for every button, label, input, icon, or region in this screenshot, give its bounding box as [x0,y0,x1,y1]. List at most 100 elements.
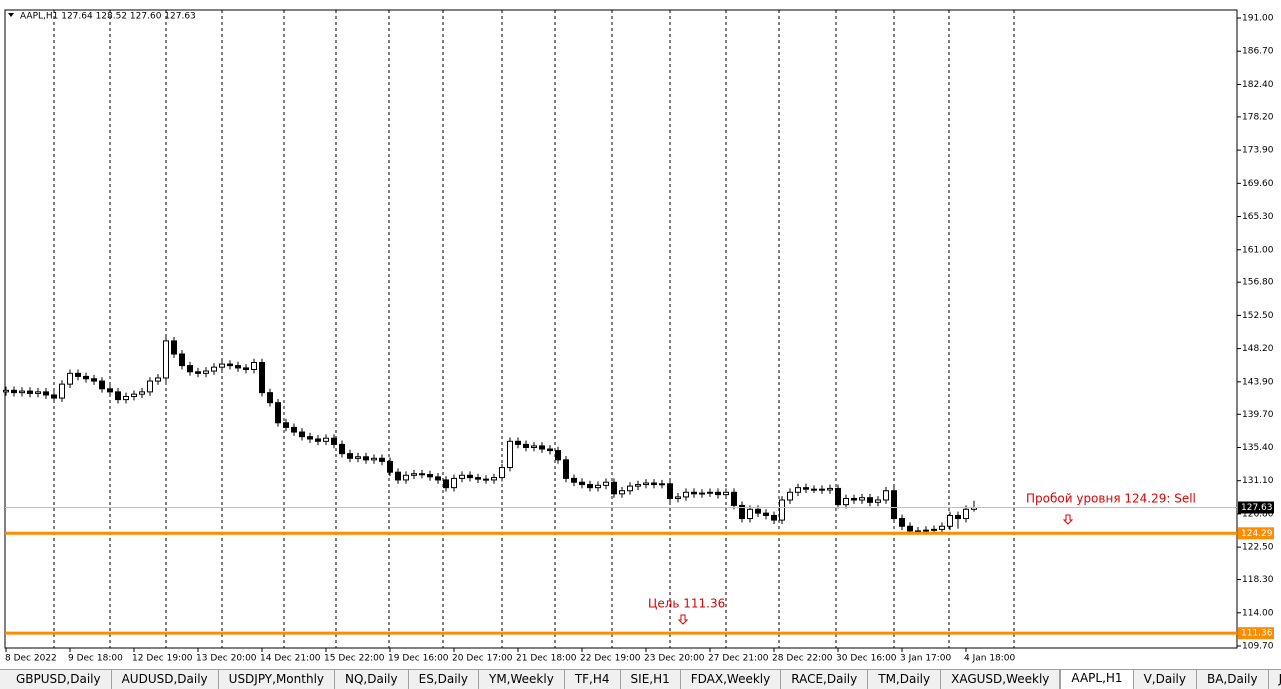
candle-body [51,394,57,399]
x-tick-label: 30 Dec 16:00 [836,654,897,664]
candle-body [747,508,753,520]
y-tick-label: 152.50 [1242,311,1274,321]
candle-body [523,443,529,448]
x-tick-label: 23 Dec 20:00 [644,654,705,664]
candle-body [19,390,25,394]
level-box [1238,627,1274,640]
x-tick-label: 14 Dec 21:00 [260,654,321,664]
candle-body [555,450,561,461]
candle-body [795,487,801,493]
candle-body [67,372,73,385]
candle-body [283,422,289,428]
candle-body [947,514,953,527]
candle-body [587,484,593,489]
candle-body [355,456,361,459]
annotation-arrow [677,614,689,625]
candle-body [267,392,273,404]
tab[interactable]: RACE,Daily [781,670,869,689]
candle-body [323,437,329,442]
tab[interactable]: USDJPY,Monthly [219,670,335,689]
candle-body [667,483,673,499]
candle-body [763,512,769,516]
tab[interactable]: V,Daily [1134,670,1197,689]
level-label: 124.29 [1241,529,1273,539]
candle-body [851,497,857,501]
candle-body [291,426,297,433]
candle-body [403,474,409,481]
candle-body [955,514,961,520]
candle-body [683,491,689,498]
candle-body [475,477,481,480]
tab[interactable]: TM,Daily [868,670,942,689]
tab[interactable]: JNJ,Daily [1269,670,1281,689]
candle-body [419,473,425,476]
tab[interactable]: TF,H4 [565,670,621,689]
candle-body [155,377,161,382]
y-tick-label: 143.90 [1242,377,1274,387]
candle-body [627,485,633,492]
candle-body [819,488,825,491]
candle-body [731,491,737,506]
tab[interactable]: GBPUSD,Daily [6,670,112,689]
candle-body [411,473,417,476]
level-label: 111.36 [1241,629,1273,639]
candle-body [531,445,537,448]
candle-body [331,437,337,445]
candle-body [3,389,9,393]
candle-body [395,471,401,481]
candle-body [659,483,665,486]
annotation: Цель 111.36 [648,597,725,611]
candle-body [691,491,697,495]
y-tick-label: 109.70 [1242,641,1274,651]
candle-body [611,481,617,495]
candle-body [123,396,129,401]
tab[interactable]: AUDUSD,Daily [112,670,219,689]
last-price-label: 127.63 [1241,503,1273,513]
candle-body [715,491,721,496]
tab[interactable]: AAPL,H1 [1060,670,1134,689]
candle-body [363,456,369,461]
candle-body [203,370,209,374]
y-tick-label: 169.60 [1242,179,1274,189]
y-tick-label: 191.00 [1242,14,1274,24]
candle-body [939,525,945,530]
y-tick-label: 139.70 [1242,410,1274,420]
y-tick-label: 173.90 [1242,146,1274,156]
candle-body [859,497,865,501]
tab[interactable]: SIE,H1 [621,670,681,689]
chart: AAPL,H1 127.64 128.52 127.60 127.63 191.… [3,9,1274,664]
candle-body [491,477,497,481]
candle-body [251,362,257,370]
candle-body [131,393,137,398]
header-arrow [8,13,14,17]
tab[interactable]: XAGUSD,Weekly [941,670,1061,689]
candle-body [499,467,505,479]
y-tick-label: 135.40 [1242,443,1274,453]
candle-body [811,488,817,491]
y-tick-label: 156.80 [1242,278,1274,288]
tab[interactable]: FDAX,Weekly [681,670,782,689]
candle-body [843,497,849,506]
candle-body [827,487,833,491]
candle-body [579,481,585,486]
tab[interactable]: BA,Daily [1197,670,1269,689]
candle-body [963,508,969,520]
candle-body [227,363,233,367]
candle-body [243,367,249,370]
candle-body [147,380,153,393]
chart-header: AAPL,H1 127.64 128.52 127.60 127.63 [20,12,196,22]
candle-body [515,440,521,445]
x-tick-label: 19 Dec 16:00 [388,654,449,664]
y-tick-label: 148.20 [1242,344,1274,354]
tab[interactable]: YM,Weekly [479,670,565,689]
plot-frame [4,9,1238,649]
candle-body [539,445,545,450]
candle-body [427,474,433,478]
candle-body [219,363,225,368]
y-tick-label: 114.00 [1242,608,1274,618]
candle-body [619,490,625,495]
tab[interactable]: NQ,Daily [335,670,409,689]
candle-body [299,431,305,438]
tab[interactable]: ES,Daily [409,670,479,689]
